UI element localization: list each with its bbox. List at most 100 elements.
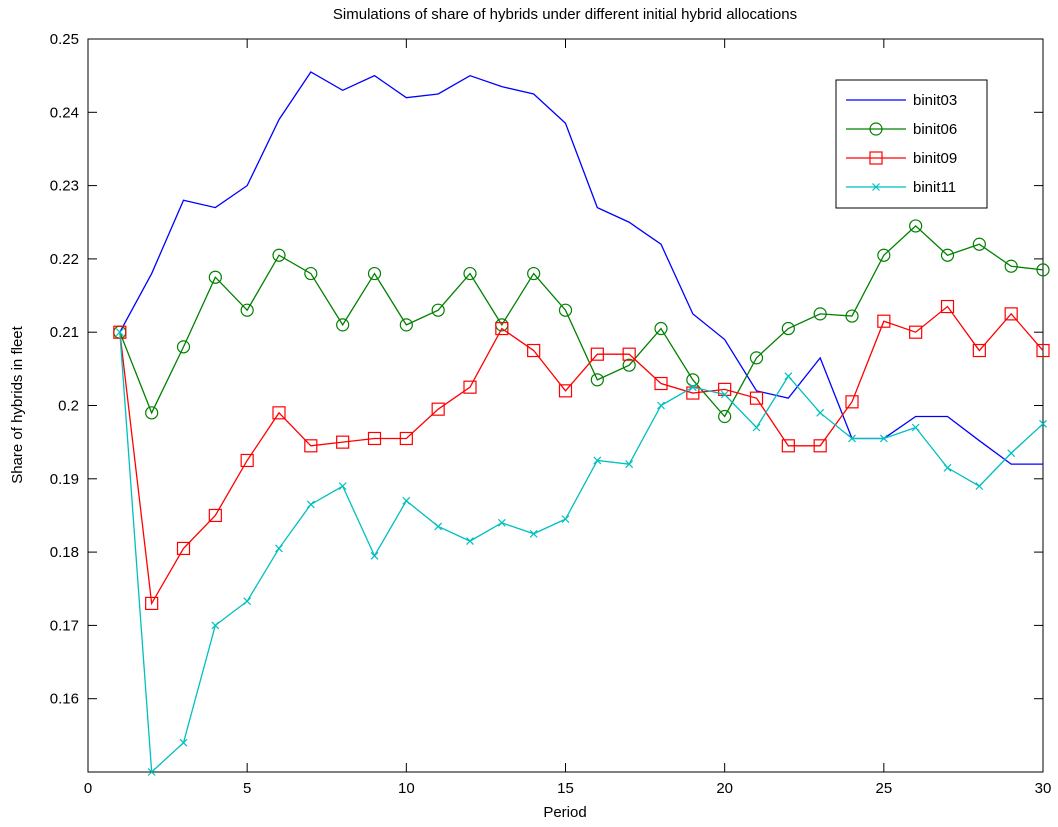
data-point-binit11 [115, 328, 124, 337]
y-tick-label: 0.22 [50, 251, 79, 268]
data-point-binit06 [972, 237, 986, 251]
data-point-binit09 [145, 596, 159, 611]
data-point-binit11 [943, 463, 952, 472]
data-point-binit06 [749, 351, 764, 365]
data-point-binit09 [1036, 343, 1050, 358]
data-point-binit06 [463, 266, 477, 281]
y-tick-label: 0.19 [50, 471, 79, 488]
data-point-binit09 [336, 435, 350, 449]
data-point-binit09 [1004, 307, 1018, 321]
y-tick-label: 0.23 [50, 178, 79, 195]
data-point-binit11 [593, 456, 602, 465]
data-point-binit09 [304, 439, 318, 453]
data-point-binit06 [272, 248, 286, 262]
data-point-binit09 [622, 347, 636, 361]
data-point-binit09 [972, 343, 986, 358]
y-tick-label: 0.25 [50, 31, 79, 48]
legend-marker [872, 183, 880, 191]
data-point-binit06 [336, 318, 350, 332]
data-point-binit06 [208, 270, 222, 284]
data-point-binit11 [975, 482, 984, 491]
x-tick-label: 0 [84, 780, 92, 797]
data-point-binit11 [147, 768, 156, 776]
chart-title: Simulations of share of hybrids under di… [333, 6, 797, 23]
data-point-binit09 [813, 439, 827, 453]
data-point-binit11 [370, 551, 379, 560]
data-point-binit11 [816, 408, 825, 417]
data-point-binit11 [1039, 419, 1047, 428]
data-point-binit11 [434, 522, 443, 531]
data-point-binit06 [909, 219, 923, 233]
data-point-binit11 [720, 390, 729, 399]
data-point-binit06 [940, 248, 955, 262]
data-point-binit09 [845, 395, 859, 409]
legend-item: binit09 [846, 150, 957, 167]
y-tick-label: 0.21 [50, 324, 79, 341]
data-point-binit11 [911, 423, 920, 432]
data-point-binit11 [211, 621, 220, 630]
data-point-binit09 [940, 299, 955, 314]
y-tick-label: 0.24 [50, 104, 79, 121]
data-point-binit09 [749, 391, 764, 405]
data-point-binit09 [877, 314, 891, 328]
data-point-binit06 [527, 266, 541, 281]
series-line-binit09 [119, 305, 1044, 606]
data-point-binit09 [558, 384, 573, 398]
data-point-binit09 [463, 380, 477, 394]
x-tick-label: 20 [716, 780, 733, 797]
data-point-binit09 [208, 508, 222, 523]
data-point-binit06 [304, 266, 318, 281]
legend-item: binit11 [846, 179, 956, 196]
data-point-binit06 [145, 406, 159, 420]
data-point-binit09 [272, 406, 286, 420]
y-axis: 0.16 0.17 0.18 0.19 0.2 0.21 0.22 0.23 0.24 0.25 [50, 31, 1043, 708]
data-point-binit06 [1004, 259, 1018, 273]
legend-label: binit03 [913, 92, 957, 109]
legend-label: binit06 [913, 121, 957, 138]
data-point-binit11 [1007, 449, 1016, 458]
data-point-binit06 [431, 303, 445, 317]
y-tick-label: 0.2 [58, 398, 79, 415]
legend-label: binit11 [913, 179, 956, 196]
data-point-binit06 [845, 309, 859, 323]
data-point-binit06 [622, 358, 636, 372]
data-point-binit11 [338, 482, 347, 491]
data-point-binit11 [784, 372, 793, 381]
x-tick-label: 15 [557, 780, 574, 797]
data-point-binit11 [402, 496, 411, 505]
data-point-binit06 [686, 373, 700, 387]
data-point-binit11 [752, 423, 761, 432]
legend-label: binit09 [913, 150, 957, 167]
y-axis-label: Share of hybrids in fleet [9, 325, 26, 483]
legend-item: binit03 [846, 92, 957, 109]
data-point-binit09 [176, 541, 191, 556]
data-point-binit09 [240, 453, 254, 468]
data-point-binit06 [240, 303, 254, 317]
data-point-binit11 [179, 738, 188, 747]
x-axis: 0 5 10 15 20 25 30 [84, 39, 1052, 797]
data-point-binit06 [367, 266, 382, 281]
data-point-binit06 [813, 307, 827, 321]
series-line-binit06 [119, 225, 1044, 418]
data-point-binit09 [654, 376, 668, 391]
series-line-binit03 [119, 71, 1043, 465]
data-point-binit11 [561, 515, 570, 524]
data-point-binit09 [590, 347, 604, 361]
data-point-binit06 [176, 340, 191, 354]
data-point-binit09 [367, 431, 382, 446]
data-point-binit06 [590, 373, 604, 387]
data-point-binit09 [431, 402, 445, 416]
data-point-binit06 [558, 303, 573, 317]
x-tick-label: 30 [1035, 780, 1052, 797]
data-point-binit06 [1036, 263, 1050, 277]
data-point-binit09 [527, 343, 541, 358]
x-axis-label: Period [543, 804, 586, 821]
data-point-binit09 [909, 325, 923, 339]
data-point-binit09 [781, 439, 795, 453]
data-point-binit06 [399, 318, 413, 332]
data-point-binit11 [497, 518, 506, 527]
y-tick-label: 0.16 [50, 691, 79, 708]
y-tick-label: 0.17 [50, 617, 79, 634]
data-point-binit09 [495, 321, 509, 336]
